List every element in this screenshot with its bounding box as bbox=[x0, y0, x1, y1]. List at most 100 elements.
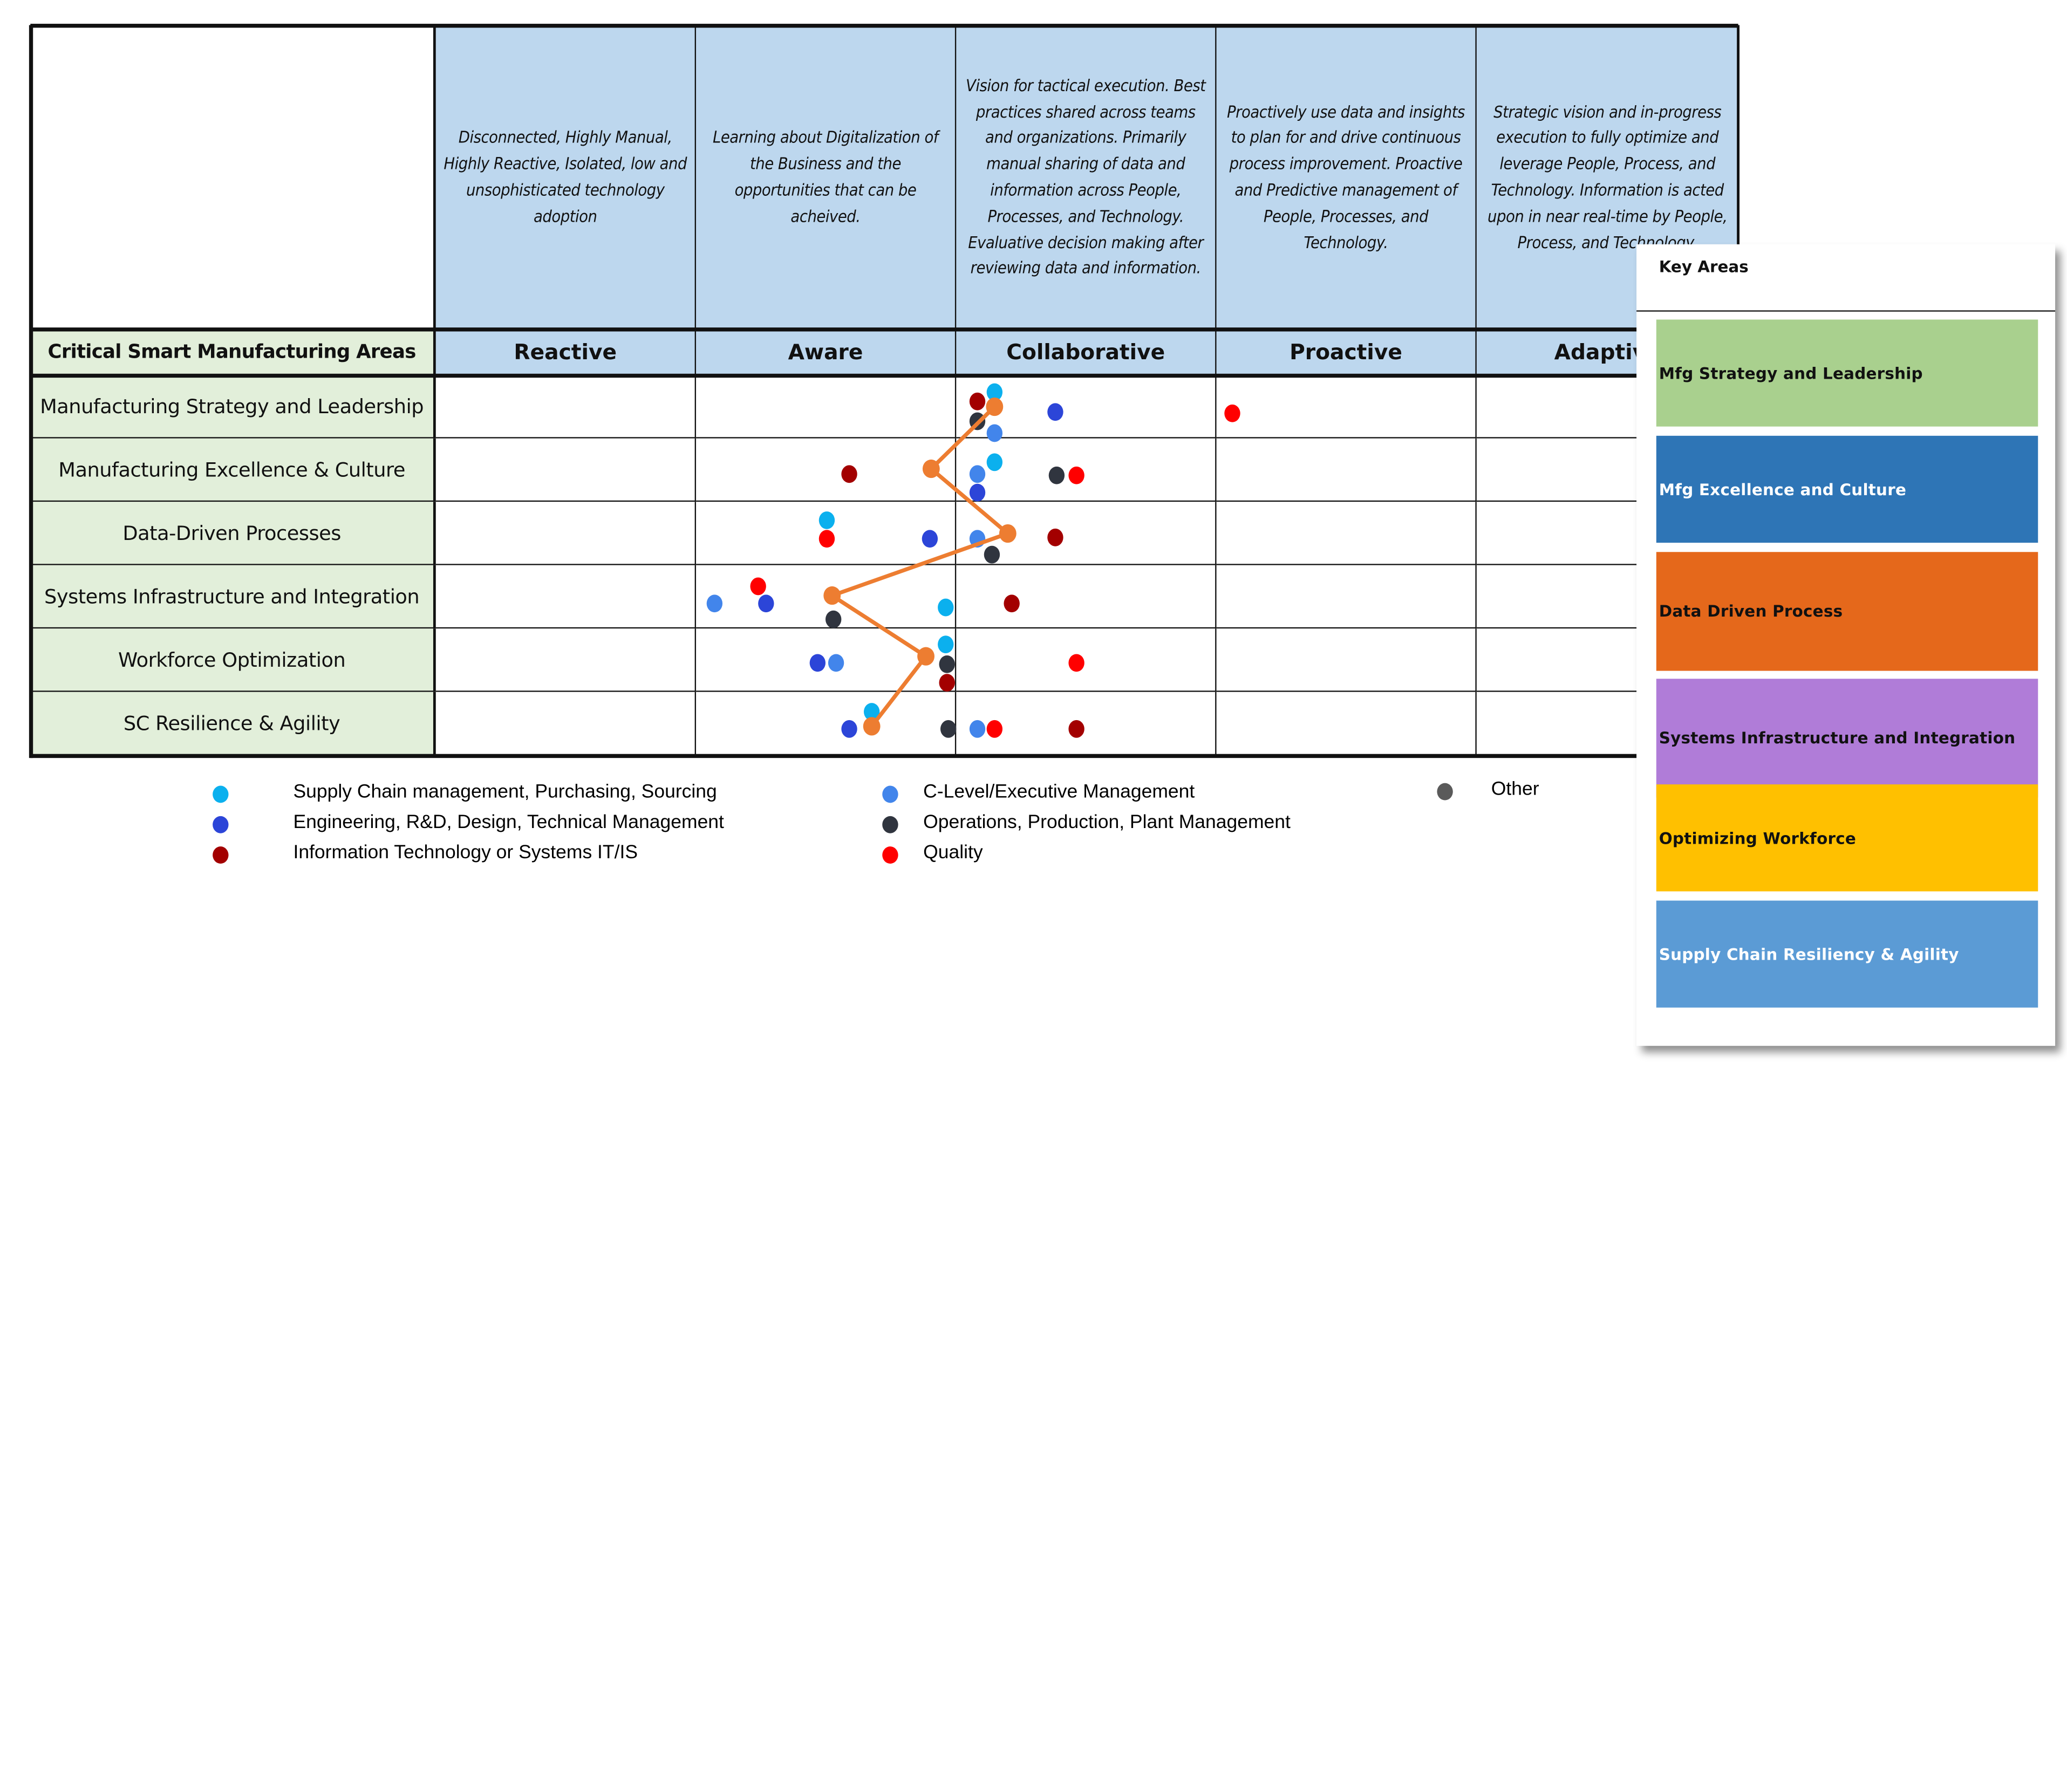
dot-supply_chain bbox=[986, 453, 1003, 471]
dot-operations bbox=[1048, 466, 1065, 484]
dot-it bbox=[1047, 528, 1063, 546]
level-description-text: Proactively use data and insights to pla… bbox=[1227, 101, 1465, 252]
border-top bbox=[30, 24, 1738, 28]
average-point bbox=[863, 717, 881, 736]
average-point bbox=[999, 524, 1017, 543]
corner-blank-cell bbox=[30, 25, 436, 329]
area-name: Manufacturing Excellence & Culture bbox=[58, 457, 405, 482]
dot-clevel bbox=[828, 654, 844, 672]
dot-engineering bbox=[922, 530, 938, 548]
key-area-item: Supply Chain Resiliency & Agility bbox=[1656, 900, 2038, 1008]
dot-supply_chain bbox=[938, 635, 954, 654]
level-name: Collaborative bbox=[1006, 339, 1165, 365]
data-cell-proactive bbox=[1216, 692, 1477, 756]
data-cell-collaborative bbox=[956, 438, 1217, 502]
dot-engineering bbox=[841, 720, 857, 738]
dot-clevel bbox=[969, 465, 986, 483]
corner-header: Critical Smart Manufacturing Areas bbox=[30, 329, 436, 375]
dot-engineering bbox=[809, 654, 826, 672]
area-name: SC Resilience & Agility bbox=[123, 711, 340, 735]
area-row-label: Manufacturing Excellence & Culture bbox=[30, 438, 436, 502]
border-bottom bbox=[30, 754, 1738, 758]
dot-supply_chain bbox=[818, 511, 835, 529]
key-area-label: Mfg Excellence and Culture bbox=[1659, 480, 1907, 499]
area-row-label: Manufacturing Strategy and Leadership bbox=[30, 375, 436, 439]
legend-label-clevel: C-Level/Executive Management bbox=[923, 782, 1195, 803]
data-cell-reactive bbox=[435, 502, 697, 565]
dot-it bbox=[939, 674, 955, 692]
data-cell-aware bbox=[696, 438, 957, 502]
area-row-label: Workforce Optimization bbox=[30, 628, 436, 692]
level-description-text: Learning about Digitalization of the Bus… bbox=[713, 127, 938, 226]
data-cell-reactive bbox=[435, 628, 697, 692]
average-point bbox=[823, 586, 841, 605]
level-header-proactive: Proactive bbox=[1216, 329, 1477, 375]
dot-quality bbox=[1068, 466, 1084, 484]
key-area-item: Data Driven Process bbox=[1656, 552, 2038, 671]
dot-clevel bbox=[969, 720, 986, 738]
area-row-label: SC Resilience & Agility bbox=[30, 692, 436, 756]
key-area-item: Optimizing Workforce bbox=[1656, 784, 2038, 892]
average-point bbox=[917, 647, 934, 666]
data-cell-proactive bbox=[1216, 565, 1477, 629]
key-area-label: Optimizing Workforce bbox=[1659, 829, 1857, 847]
dot-operations bbox=[939, 655, 955, 673]
data-cell-aware bbox=[696, 375, 957, 439]
level-header-aware: Aware bbox=[696, 329, 957, 375]
key-areas-title: Key Areas bbox=[1659, 257, 1749, 276]
dot-clevel bbox=[986, 424, 1003, 442]
area-row-label: Data-Driven Processes bbox=[30, 502, 436, 565]
key-area-item: Mfg Strategy and Leadership bbox=[1656, 319, 2038, 427]
legend-dot-engineering bbox=[213, 816, 229, 833]
legend-label-supply_chain: Supply Chain management, Purchasing, Sou… bbox=[293, 782, 717, 803]
dot-operations bbox=[940, 720, 957, 738]
border-header-top bbox=[30, 327, 1738, 332]
average-line bbox=[827, 405, 1012, 728]
area-name: Workforce Optimization bbox=[118, 647, 346, 672]
legend-label-engineering: Engineering, R&D, Design, Technical Mana… bbox=[293, 812, 724, 833]
data-cell-collaborative bbox=[956, 628, 1217, 692]
dot-engineering bbox=[1047, 403, 1063, 421]
dot-supply_chain bbox=[986, 383, 1003, 401]
legend-label-quality: Quality bbox=[923, 842, 983, 864]
dot-quality bbox=[1068, 654, 1084, 672]
average-point bbox=[922, 459, 940, 478]
data-cell-aware bbox=[696, 628, 957, 692]
dot-clevel bbox=[706, 594, 723, 613]
data-cell-reactive bbox=[435, 375, 697, 439]
data-cell-proactive bbox=[1216, 438, 1477, 502]
dot-it bbox=[969, 392, 986, 411]
area-row-label: Systems Infrastructure and Integration bbox=[30, 565, 436, 629]
dot-it bbox=[1068, 720, 1084, 738]
maturity-dot-plot bbox=[706, 383, 1240, 738]
chart-legend: Supply Chain management, Purchasing, Sou… bbox=[0, 776, 1638, 882]
border-left bbox=[29, 25, 33, 758]
level-description-aware: Learning about Digitalization of the Bus… bbox=[696, 25, 957, 329]
dot-engineering bbox=[758, 594, 774, 613]
level-header-reactive: Reactive bbox=[435, 329, 697, 375]
level-description-collaborative: Vision for tactical execution. Best prac… bbox=[956, 25, 1217, 329]
level-description-text: Vision for tactical execution. Best prac… bbox=[965, 75, 1206, 278]
legend-dot-other bbox=[1437, 783, 1453, 801]
level-description-text: Strategic vision and in-progress executi… bbox=[1488, 101, 1728, 252]
dot-quality bbox=[750, 577, 766, 596]
level-name: Proactive bbox=[1290, 339, 1402, 365]
level-description-proactive: Proactively use data and insights to pla… bbox=[1216, 25, 1477, 329]
legend-dot-it bbox=[213, 846, 229, 864]
data-cell-proactive bbox=[1216, 375, 1477, 439]
legend-dot-clevel bbox=[882, 785, 898, 803]
key-area-label: Data Driven Process bbox=[1659, 602, 1843, 621]
area-name: Data-Driven Processes bbox=[122, 521, 341, 545]
border-header-bottom bbox=[30, 373, 1738, 378]
level-header-collaborative: Collaborative bbox=[956, 329, 1217, 375]
legend-dot-operations bbox=[882, 816, 898, 833]
average-point bbox=[986, 397, 1004, 416]
dot-engineering bbox=[969, 483, 986, 502]
level-description-text: Disconnected, Highly Manual, Highly Reac… bbox=[444, 127, 687, 226]
data-cell-reactive bbox=[435, 438, 697, 502]
data-cell-collaborative bbox=[956, 565, 1217, 629]
dot-operations bbox=[826, 610, 842, 628]
dot-it bbox=[1004, 594, 1020, 613]
key-area-label: Supply Chain Resiliency & Agility bbox=[1659, 945, 1959, 963]
key-area-label: Mfg Strategy and Leadership bbox=[1659, 364, 1923, 382]
